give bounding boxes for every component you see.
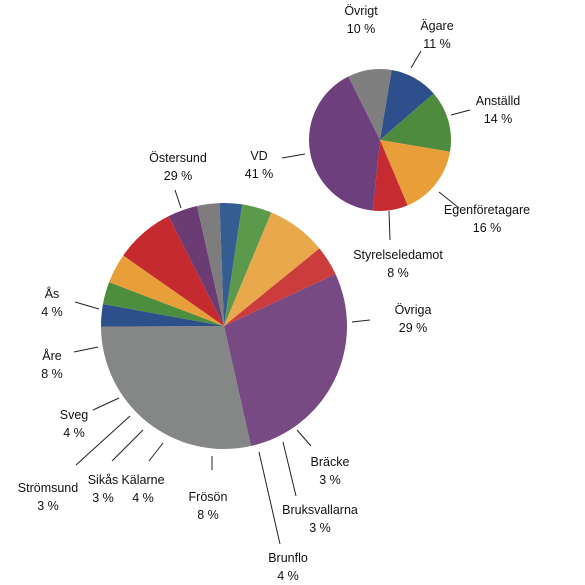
pie-slice-egenforetagare [380, 140, 451, 206]
slice-label-anstalld: Anställd [476, 94, 521, 108]
leader-line-bracke [296, 429, 312, 447]
slice-percent-as: 4 % [41, 305, 63, 319]
slice-label-are: Åre [42, 348, 62, 363]
slice-percent-brunflo: 4 % [277, 569, 299, 583]
slice-percent-stromsund: 3 % [37, 499, 59, 513]
slice-percent-kalarne: 4 % [132, 491, 154, 505]
pie-slice-as [224, 248, 336, 326]
leader-line-kalarne [148, 442, 164, 462]
slice-label-brunflo: Brunflo [268, 551, 308, 565]
slice-percent-bruksvallarna: 3 % [309, 521, 331, 535]
slice-label-bruksvallarna: Bruksvallarna [282, 503, 358, 517]
slice-percent-are: 8 % [41, 367, 63, 381]
slice-label-egenforetagare: Egenföretagare [444, 203, 530, 217]
leader-line-egenforetagare [438, 191, 460, 209]
pie-slice-agare [380, 69, 434, 140]
slice-percent-ovrigt: 10 % [347, 22, 376, 36]
pie-chart-locations: Östersund 29 % Övriga 29 % Bräcke 3 % Bruksval… [18, 151, 432, 583]
slice-label-ovrigt: Övrigt [344, 4, 378, 18]
slice-label-ostersund: Östersund [149, 151, 207, 165]
pie-slice-sikas [197, 203, 224, 326]
slice-percent-ostersund: 29 % [164, 169, 193, 183]
leader-line-vd [281, 153, 306, 159]
slice-label-as: Ås [45, 286, 60, 301]
leader-line-ostersund [174, 189, 182, 209]
slice-percent-ovriga: 29 % [399, 321, 428, 335]
slice-percent-styrelseledamot: 8 % [387, 266, 409, 280]
leader-line-as [74, 301, 100, 310]
leader-line-brunflo [258, 451, 281, 545]
slice-percent-vd: 41 % [245, 167, 274, 181]
pie-slice-stromsund [219, 203, 243, 326]
slice-percent-egenforetagare: 16 % [473, 221, 502, 235]
slice-label-kalarne: Kälarne [121, 473, 164, 487]
slice-percent-sveg: 4 % [63, 426, 85, 440]
slice-label-vd: VD [250, 149, 267, 163]
slice-label-ovriga: Övriga [395, 303, 432, 317]
slice-label-styrelseledamot: Styrelseledamot [353, 248, 443, 262]
slice-percent-sikas: 3 % [92, 491, 114, 505]
pie-slice-ostersund [224, 274, 348, 447]
pie-slice-styrelseledamot [372, 140, 408, 211]
pie-slice-bruksvallarna [102, 282, 224, 326]
pie-slice-are [224, 212, 320, 326]
leader-line-anstalld [450, 109, 471, 116]
slice-label-stromsund: Strömsund [18, 481, 78, 495]
pie-slice-ovriga [101, 326, 251, 450]
slice-label-sveg: Sveg [60, 408, 89, 422]
slice-percent-froson: 8 % [197, 508, 219, 522]
pie-slice-anstalld [380, 93, 452, 152]
slice-label-sikas: Sikås [88, 473, 119, 487]
leader-line-bruksvallarna [282, 441, 297, 497]
slice-percent-agare: 11 % [423, 37, 451, 51]
pie-slice-vd [309, 76, 380, 211]
pie-slice-ovrigt [348, 68, 392, 140]
leader-line-ovriga [351, 319, 371, 323]
leader-line-agare [410, 50, 422, 69]
leader-line-styrelseledamot [388, 210, 391, 241]
leader-line-sveg [92, 397, 120, 411]
pie-slice-brunflo [109, 255, 224, 326]
pie-chart-roles: Övrigt 10 % Ägare 11 % Anställd 14 % Egenföret… [245, 4, 530, 280]
slice-label-froson: Frösön [189, 490, 228, 504]
pie-slice-froson [123, 216, 224, 326]
pie-slice-kalarne [168, 205, 224, 326]
slice-label-agare: Ägare [420, 19, 453, 33]
leader-line-are [73, 346, 99, 353]
slice-label-bracke: Bräcke [311, 455, 350, 469]
pie-slice-sveg [224, 204, 272, 326]
leader-line-stromsund [75, 415, 131, 466]
slice-percent-anstalld: 14 % [484, 112, 513, 126]
slice-percent-bracke: 3 % [319, 473, 341, 487]
pie-slice-bracke [100, 304, 224, 327]
leader-line-sikas [111, 429, 144, 462]
